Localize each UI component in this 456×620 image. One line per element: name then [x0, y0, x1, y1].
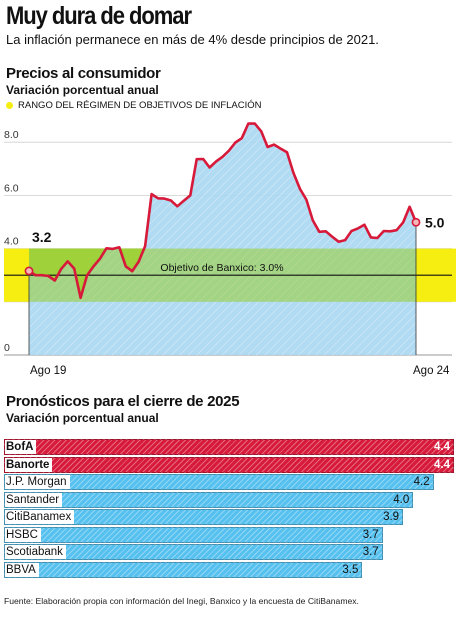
bar-value-label: 3.5: [342, 563, 359, 576]
y-tick-label: 6.0: [4, 182, 19, 194]
target-label: Objetivo de Banxico: 3.0%: [160, 262, 283, 274]
end-value-label: 5.0: [425, 214, 445, 230]
y-tick-label: 4.0: [4, 236, 19, 248]
bar-row: HSBC 3.7: [4, 526, 383, 543]
page-subtitle: La inflación permanece en más de 4% desd…: [6, 32, 379, 47]
bar-category-label: Scotiabank: [5, 545, 66, 559]
bar-category-label: J.P. Morgan: [5, 475, 70, 489]
line-chart-subtitle: Variación porcentual anual: [6, 83, 159, 97]
bar-category-label: BofA: [5, 440, 37, 454]
end-point: [411, 217, 421, 227]
bar-row: Scotiabank 3.7: [4, 544, 383, 560]
y-tick-label: 8.0: [4, 129, 19, 141]
bar-chart-subtitle: Variación porcentual anual: [6, 411, 159, 425]
bar-row: Santander 4.0: [4, 491, 414, 508]
x-start-label: Ago 19: [30, 365, 66, 377]
source-note: Fuente: Elaboración propia con informaci…: [4, 596, 359, 606]
bar-value-label: 4.0: [393, 493, 410, 506]
bar-value-label: 3.9: [383, 511, 400, 523]
bar-value-label: 4.4: [434, 458, 450, 471]
bar-category-label: Santander: [5, 492, 63, 507]
bar-row: J.P. Morgan 4.2: [4, 474, 434, 490]
line-chart: 02.04.06.08.0 Objetivo de Banxico: 3.0% …: [4, 122, 456, 377]
bar-row: Banorte 4.4: [4, 456, 454, 473]
bar-value-label: 3.7: [362, 546, 379, 558]
bar-row: BofA 4.4: [4, 439, 454, 455]
inflation-line: [28, 122, 418, 300]
bar-category-label: BBVA: [5, 562, 39, 577]
bar-row: CitiBanamex 3.9: [4, 509, 404, 525]
x-end-label: Ago 24: [413, 365, 450, 377]
bar-category-label: CitiBanamex: [5, 510, 75, 524]
legend-dot-icon: [6, 102, 13, 109]
bar-value-label: 4.2: [413, 476, 430, 488]
line-chart-title: Precios al consumidor: [6, 65, 161, 82]
start-point: [24, 266, 34, 276]
band-legend: RANGO DEL RÉGIMEN DE OBJETIVOS DE INFLAC…: [6, 100, 262, 111]
bar-chart-title: Pronósticos para el cierre de 2025: [6, 393, 240, 410]
bar-value-label: 4.4: [434, 441, 450, 453]
page-title: Muy dura de domar: [6, 2, 192, 30]
band-legend-label: RANGO DEL RÉGIMEN DE OBJETIVOS DE INFLAC…: [18, 100, 262, 111]
bar-row: BBVA 3.5: [4, 561, 363, 578]
bar-category-label: HSBC: [5, 527, 41, 542]
bar-category-label: Banorte: [5, 457, 53, 472]
start-value-label: 3.2: [32, 229, 52, 245]
y-tick-label: 0: [4, 342, 10, 354]
bar-value-label: 3.7: [362, 528, 379, 541]
